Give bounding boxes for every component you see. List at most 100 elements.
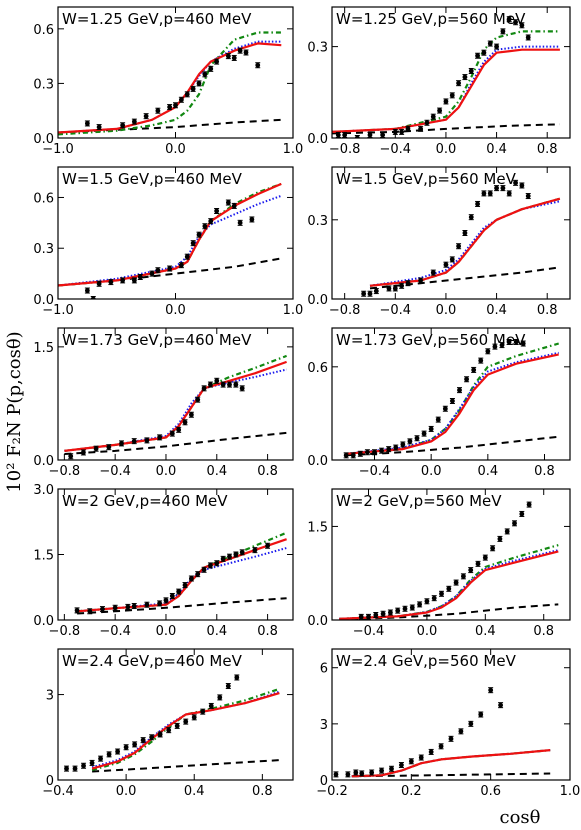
data-point — [475, 561, 481, 567]
data-point — [167, 104, 173, 110]
data-point — [64, 766, 69, 772]
data-point — [68, 453, 74, 459]
data-point — [392, 286, 398, 291]
data-point — [487, 41, 493, 46]
green-curve — [64, 354, 287, 452]
y-tick-label: 3.0 — [33, 483, 54, 498]
panel-frame — [331, 327, 571, 461]
x-tick-label: 0.8 — [537, 303, 558, 318]
data-point — [333, 771, 339, 777]
x-tick-label: −0.8 — [49, 624, 81, 639]
data-point — [494, 185, 499, 191]
x-tick-label: 0.4 — [477, 464, 498, 479]
data-point — [446, 586, 452, 592]
data-point — [408, 758, 414, 764]
data-point — [525, 35, 531, 40]
x-tick-label: 1.0 — [283, 142, 304, 157]
panel-title: W=2.4 GeV,p=560 MeV — [336, 652, 517, 670]
x-tick-label: 0.0 — [421, 464, 442, 479]
data-point — [176, 589, 182, 595]
x-tick-label: −0.8 — [49, 464, 81, 479]
red-curve — [91, 692, 280, 770]
x-tick-label: 0.4 — [206, 464, 227, 479]
data-point — [373, 612, 379, 618]
data-point — [448, 736, 454, 742]
data-point — [380, 611, 386, 617]
x-tick-label: 0.0 — [436, 142, 457, 157]
green-curve — [339, 544, 559, 620]
y-tick-label: 0.0 — [307, 454, 328, 469]
data-point — [208, 703, 214, 709]
y-tick-label: 0.0 — [33, 132, 54, 147]
data-point — [526, 502, 532, 507]
data-point — [178, 262, 184, 268]
data-point — [149, 734, 155, 740]
data-point — [157, 601, 163, 606]
data-point — [131, 438, 137, 444]
x-tick-label: 0.8 — [257, 624, 278, 639]
panel-frame — [331, 648, 571, 781]
data-point — [424, 120, 430, 126]
data-point — [379, 448, 384, 454]
data-point — [176, 427, 182, 433]
y-tick-label: 3 — [320, 718, 328, 733]
plot-area — [333, 687, 551, 778]
data-point — [449, 257, 455, 262]
data-point — [439, 591, 444, 597]
x-tick-label: 0.4 — [206, 624, 227, 639]
y-tick-label: 0 — [320, 774, 328, 789]
blue-curve — [77, 547, 287, 613]
x-tick-label: −0.4 — [380, 142, 412, 157]
data-point — [504, 529, 510, 534]
data-point — [119, 441, 124, 446]
y-tick-label: 0.0 — [307, 132, 328, 147]
x-tick-label: −1.0 — [42, 142, 74, 157]
x-tick-label: −0.8 — [329, 303, 361, 318]
data-point — [481, 50, 487, 56]
data-point — [345, 771, 351, 777]
data-point — [386, 446, 392, 452]
data-point — [112, 605, 118, 611]
data-point — [482, 555, 488, 561]
data-point — [497, 536, 503, 542]
data-point — [120, 122, 126, 128]
data-point — [74, 607, 80, 613]
panel-title: W=1.5 GeV,p=460 MeV — [62, 170, 243, 188]
data-point — [237, 48, 243, 54]
data-point — [143, 113, 149, 119]
x-tick-label: 1.0 — [283, 303, 304, 318]
data-point — [430, 270, 436, 275]
data-point — [372, 449, 377, 455]
data-point — [464, 376, 469, 382]
data-point — [399, 129, 405, 135]
data-point — [96, 124, 102, 130]
panel-frame — [57, 6, 294, 139]
data-point — [208, 563, 213, 568]
y-tick-label: 1.5 — [33, 549, 54, 564]
data-point — [353, 770, 359, 775]
panel-title: W=1.25 GeV,p=560 MeV — [336, 10, 526, 28]
data-point — [428, 426, 434, 432]
x-tick-label: 0.8 — [257, 464, 278, 479]
y-tick-label: 1.5 — [307, 520, 328, 535]
y-tick-label: 1.5 — [33, 341, 54, 356]
data-point — [115, 749, 121, 754]
data-point — [182, 582, 188, 588]
data-point — [123, 744, 129, 750]
panel-title: W=1.5 GeV,p=560 MeV — [336, 170, 517, 188]
data-point — [468, 68, 474, 74]
data-point — [525, 193, 531, 199]
plot-area — [332, 16, 560, 138]
data-point — [106, 751, 112, 757]
x-tick-label: −0.4 — [99, 464, 131, 479]
data-point — [478, 712, 484, 717]
data-point — [208, 382, 213, 387]
data-point — [98, 756, 103, 762]
data-point — [468, 567, 474, 573]
x-tick-label: 0.4 — [486, 303, 507, 318]
data-point — [498, 702, 503, 708]
data-point — [144, 602, 150, 608]
panel-10: −0.2 0.2 0.6 1.0 0 3 6 W=2.4 GeV,p=560 MeV — [316, 648, 580, 799]
data-point — [462, 230, 468, 236]
data-point — [201, 567, 207, 573]
